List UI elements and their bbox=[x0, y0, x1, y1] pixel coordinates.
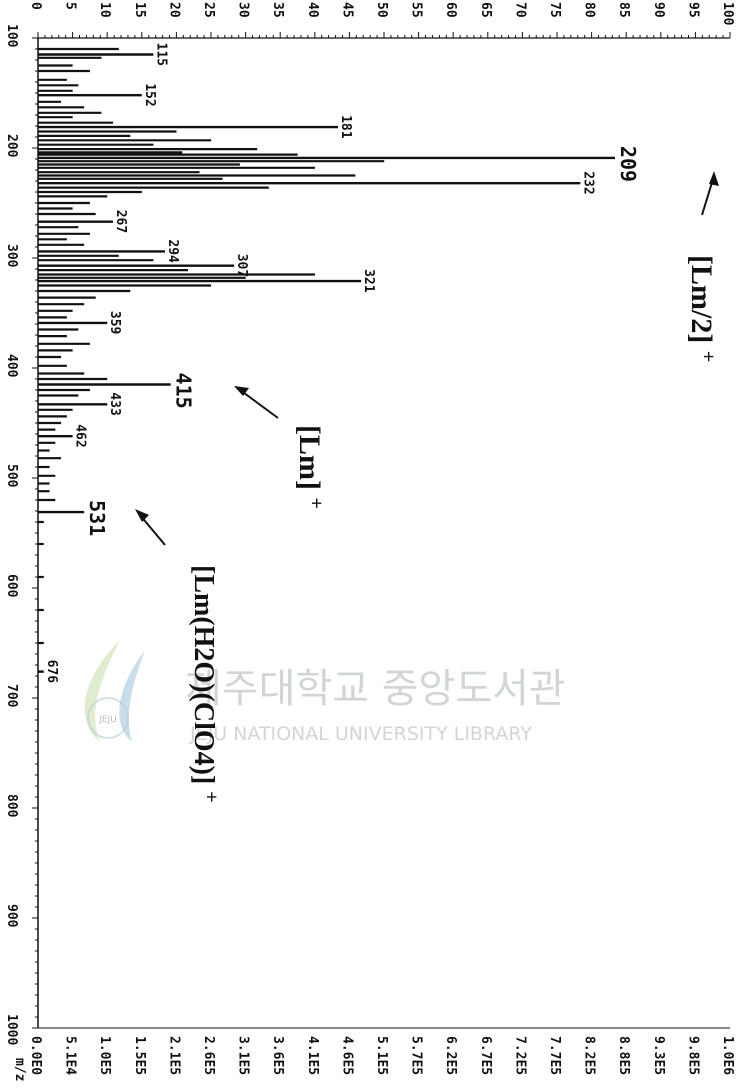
percent-tick-label: 15 bbox=[132, 2, 147, 18]
percent-tick-label: 90 bbox=[651, 2, 666, 18]
ion-annotation-lm-complex: [Lm(H2O)(ClO4)] + bbox=[135, 509, 222, 803]
svg-text:[Lm] +: [Lm] + bbox=[293, 425, 327, 509]
watermark-title: 제주대학교 중앙도서관 bbox=[185, 666, 566, 712]
percent-tick-label: 95 bbox=[685, 2, 700, 18]
percent-tick-label: 40 bbox=[305, 2, 320, 18]
mz-tick-label: 800 bbox=[4, 794, 19, 818]
count-tick-label: 8.2E5 bbox=[582, 1036, 597, 1075]
mz-tick-label: 200 bbox=[4, 134, 19, 158]
percent-tick-label: 85 bbox=[616, 2, 631, 18]
ion-annotation-lm-label: [Lm] bbox=[293, 425, 326, 490]
count-tick-label: 1.0E6 bbox=[720, 1036, 735, 1075]
percent-tick-label: 100 bbox=[720, 2, 735, 26]
percent-tick-label: 60 bbox=[443, 2, 458, 18]
count-tick-label: 2.1E5 bbox=[166, 1036, 181, 1075]
peak-label-294: 294 bbox=[165, 239, 180, 263]
svg-text:[Lm(H2O)(ClO4)] +: [Lm(H2O)(ClO4)] + bbox=[188, 565, 222, 803]
peak-label-209: 209 bbox=[616, 146, 640, 182]
mz-tick-label: 600 bbox=[4, 574, 19, 598]
peak-label-676: 676 bbox=[44, 660, 59, 684]
count-tick-label: 3.1E5 bbox=[236, 1036, 251, 1075]
mz-axis-label: m/z bbox=[12, 1058, 27, 1081]
count-tick-label: 1.0E5 bbox=[97, 1036, 112, 1075]
percent-tick-label: 35 bbox=[270, 2, 285, 18]
percent-tick-label: 25 bbox=[201, 2, 216, 18]
ion-annotation-lm-charge: + bbox=[305, 497, 327, 508]
count-tick-label: 1.5E5 bbox=[132, 1036, 147, 1075]
peak-labels: 115 152 181 209 232 267 294 307 321 359 415 433 462 5… bbox=[44, 43, 640, 684]
count-tick-label: 6.2E5 bbox=[443, 1036, 458, 1075]
svg-text:[Lm/2] +: [Lm/2] + bbox=[685, 255, 719, 362]
peak-label-267: 267 bbox=[113, 210, 128, 233]
mz-tick-labels: 100 200 300 400 500 600 700 800 900 1000 bbox=[4, 24, 19, 1045]
percent-tick-label: 30 bbox=[236, 2, 251, 18]
percent-tick-label: 75 bbox=[547, 2, 562, 18]
count-tick-label: 4.1E5 bbox=[305, 1036, 320, 1075]
count-tick-labels: 0.0E0 5.1E4 1.0E5 1.5E5 2.1E5 2.6E5 3.1E5 3.6E5… bbox=[28, 1036, 735, 1075]
mz-tick-label: 300 bbox=[4, 244, 19, 268]
ion-annotation-lm-complex-charge: + bbox=[200, 791, 222, 802]
count-tick-label: 5.1E5 bbox=[374, 1036, 389, 1075]
count-tick-label: 7.2E5 bbox=[512, 1036, 527, 1075]
peak-label-181: 181 bbox=[338, 115, 353, 139]
library-seal-text: JEJU bbox=[98, 715, 117, 725]
percent-tick-label: 80 bbox=[582, 2, 597, 18]
count-tick-label: 9.3E5 bbox=[651, 1036, 666, 1075]
peak-label-152: 152 bbox=[142, 83, 157, 106]
count-tick-label: 8.8E5 bbox=[616, 1036, 631, 1075]
ion-annotation-lm-half: [Lm/2] + bbox=[685, 171, 719, 362]
watermark-subtitle: JEJU NATIONAL UNIVERSITY LIBRARY bbox=[189, 723, 532, 745]
library-watermark: JEJU 제주대학교 중앙도서관 JEJU NATIONAL UNIVERSIT… bbox=[84, 640, 566, 745]
peak-label-232: 232 bbox=[580, 171, 595, 194]
ion-annotation-lm-half-charge: + bbox=[697, 351, 719, 362]
percent-tick-label: 10 bbox=[97, 2, 112, 18]
mz-tick-label: 400 bbox=[4, 354, 19, 378]
percent-tick-label: 50 bbox=[374, 2, 389, 18]
percent-tick-label: 20 bbox=[166, 2, 181, 18]
percent-tick-labels: 0 5 10 15 20 25 30 35 40 45 50 55 60 65 70 75 80 85 90 95 10… bbox=[28, 2, 735, 26]
count-tick-label: 4.6E5 bbox=[339, 1036, 354, 1075]
percent-tick-label: 55 bbox=[409, 2, 424, 18]
peak-label-115: 115 bbox=[153, 43, 168, 66]
peak-label-307: 307 bbox=[234, 254, 249, 277]
percent-tick-label: 5 bbox=[63, 2, 78, 10]
percent-tick-label: 65 bbox=[478, 2, 493, 18]
peak-label-433: 433 bbox=[107, 392, 122, 415]
ion-annotation-lm: [Lm] + bbox=[234, 386, 327, 509]
ion-annotation-lm-complex-label: [Lm(H2O)(ClO4)] bbox=[188, 565, 219, 784]
peak-label-321: 321 bbox=[361, 269, 376, 293]
count-tick-label: 2.6E5 bbox=[201, 1036, 216, 1075]
mz-tick-label: 500 bbox=[4, 464, 19, 488]
mz-tick-label: 700 bbox=[4, 684, 19, 708]
count-tick-label: 7.7E5 bbox=[547, 1036, 562, 1075]
peak-label-462: 462 bbox=[73, 424, 88, 447]
count-tick-label: 3.6E5 bbox=[270, 1036, 285, 1075]
count-tick-label: 5.1E4 bbox=[63, 1036, 78, 1075]
mz-tick-label: 900 bbox=[4, 904, 19, 928]
count-tick-label: 9.8E5 bbox=[685, 1036, 700, 1075]
peak-label-359: 359 bbox=[107, 311, 122, 334]
ion-annotation-lm-half-label: [Lm/2] bbox=[685, 255, 718, 343]
count-tick-label: 0.0E0 bbox=[28, 1036, 43, 1075]
peak-label-531: 531 bbox=[85, 500, 109, 536]
peak-label-415: 415 bbox=[172, 373, 196, 409]
count-tick-label: 6.7E5 bbox=[478, 1036, 493, 1075]
spectrum-peaks bbox=[38, 47, 615, 673]
count-tick-label: 5.7E5 bbox=[409, 1036, 424, 1075]
library-seal-logo: JEJU bbox=[84, 640, 145, 742]
percent-tick-label: 70 bbox=[512, 2, 527, 18]
minor-ticks bbox=[32, 32, 731, 1029]
mz-tick-label: 100 bbox=[4, 24, 19, 48]
percent-tick-label: 0 bbox=[28, 2, 43, 10]
percent-tick-label: 45 bbox=[339, 2, 354, 18]
mz-tick-label: 1000 bbox=[4, 1014, 19, 1045]
